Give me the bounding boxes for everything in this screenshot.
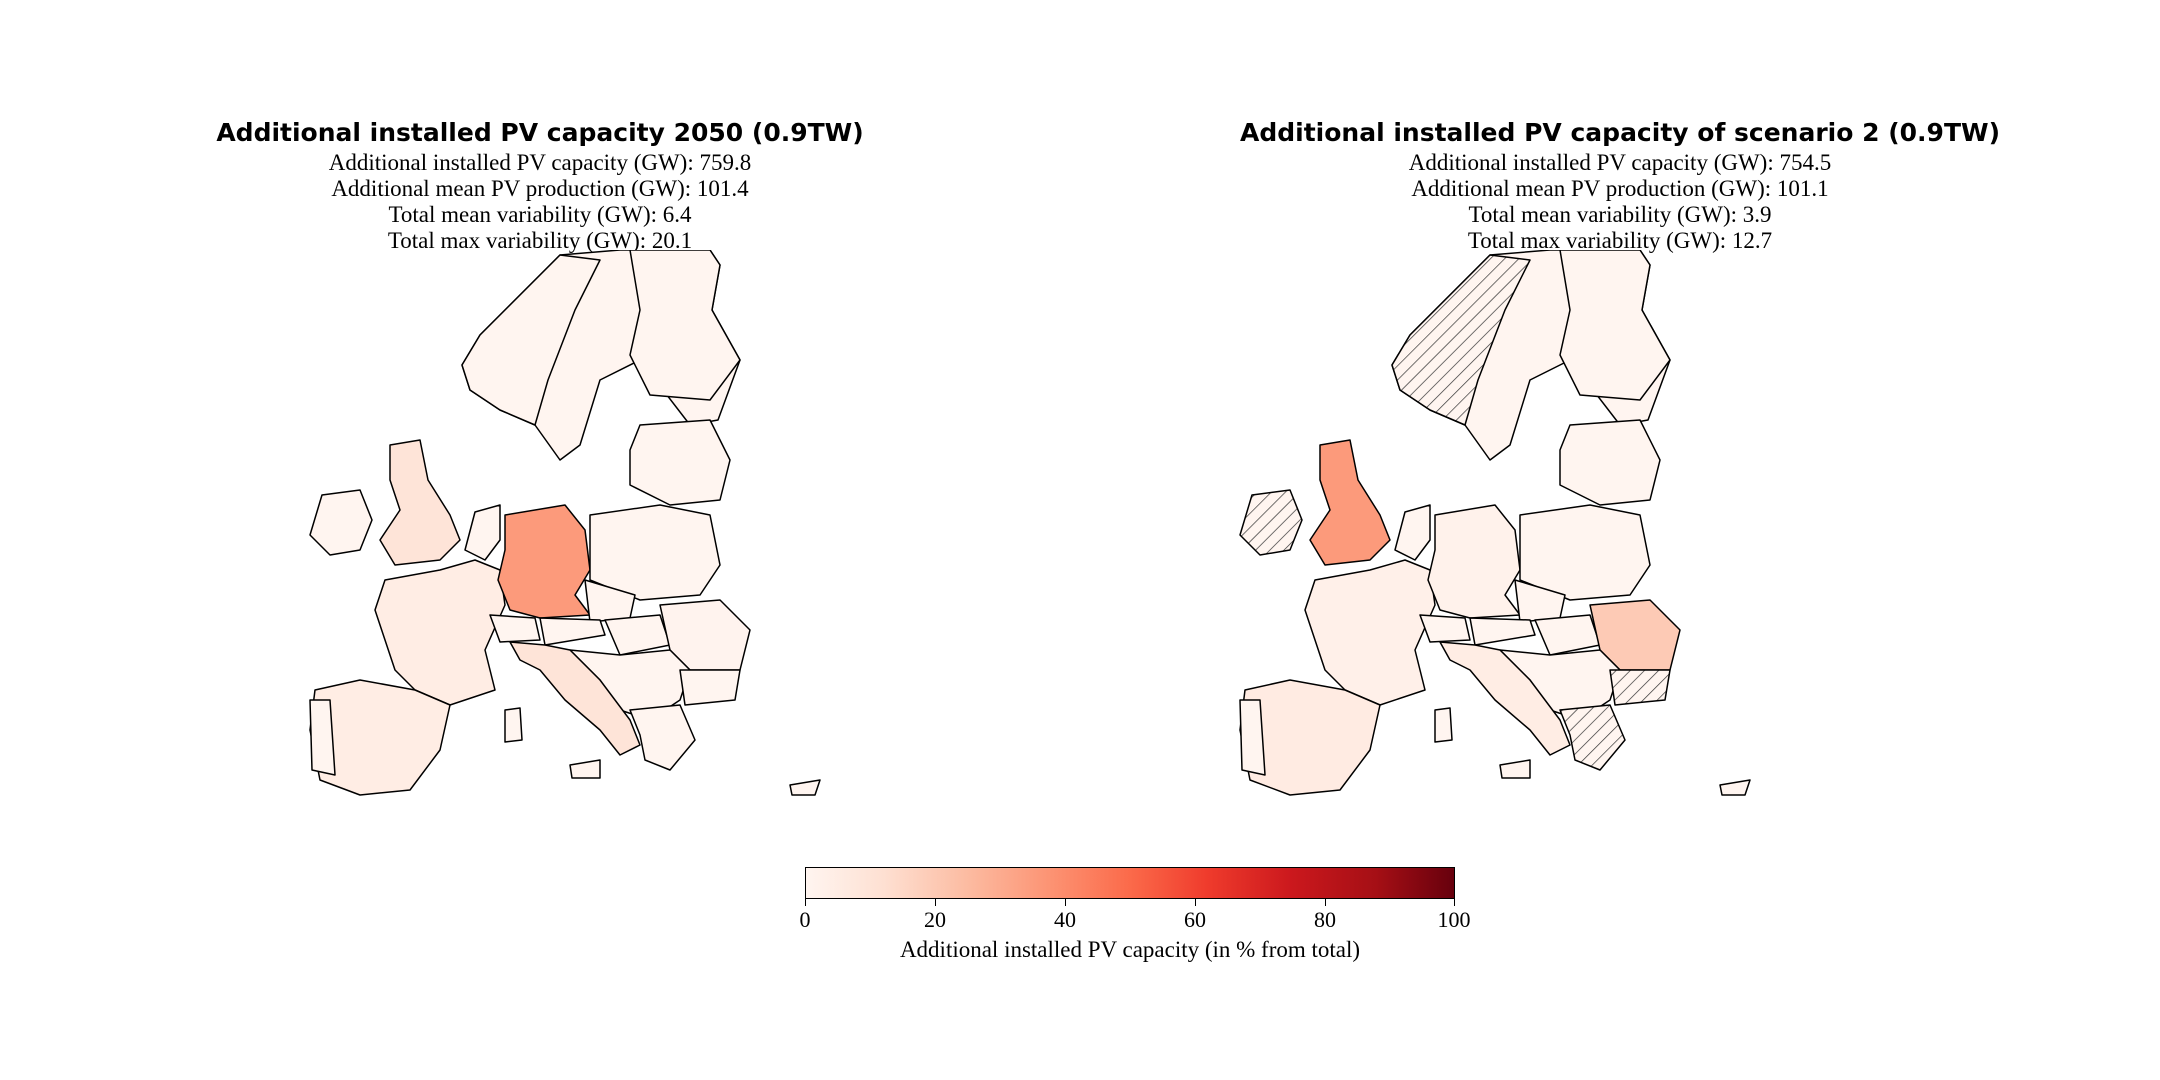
colorbar-legend: 0 20 40 60 80 100 Additional installed P… xyxy=(800,867,1471,962)
colorbar-tick-label: 40 xyxy=(1054,907,1076,932)
region-switzerland xyxy=(489,614,541,643)
region-ireland xyxy=(1239,489,1303,556)
colorbar-gradient xyxy=(805,867,1455,899)
region-france xyxy=(1304,559,1436,706)
stat-max-variability-left: Total max variability (GW): 20.1 xyxy=(387,228,693,253)
stat-capacity-left: Additional installed PV capacity (GW): 7… xyxy=(328,150,752,175)
region-ireland xyxy=(309,489,373,556)
colorbar-label: Additional installed PV capacity (in % f… xyxy=(899,937,1361,962)
region-finland xyxy=(629,250,741,401)
region-france xyxy=(374,559,506,706)
stat-production-right: Additional mean PV production (GW): 101.… xyxy=(1411,176,1829,201)
region-poland xyxy=(1519,504,1651,601)
stat-mean-variability-left: Total mean variability (GW): 6.4 xyxy=(388,202,692,227)
region-benelux xyxy=(1394,504,1431,561)
region-uk xyxy=(1309,439,1391,566)
region-germany xyxy=(497,504,591,619)
colorbar-tick-label: 20 xyxy=(924,907,946,932)
stat-production-left: Additional mean PV production (GW): 101.… xyxy=(331,176,749,201)
colorbar-tick xyxy=(935,899,936,906)
region-italy xyxy=(1439,641,1571,756)
colorbar-tick xyxy=(1454,899,1455,906)
region-austria xyxy=(539,617,606,646)
region-cyprus xyxy=(789,779,821,796)
region-greece xyxy=(1559,704,1626,771)
colorbar-tick xyxy=(1325,899,1326,906)
europe-map-left xyxy=(309,250,821,796)
region-austria xyxy=(1469,617,1536,646)
colorbar-tick xyxy=(1065,899,1066,906)
region-finland xyxy=(1559,250,1671,401)
region-bulgaria xyxy=(679,669,741,706)
colorbar-tick-label: 80 xyxy=(1314,907,1336,932)
colorbar-tick xyxy=(1195,899,1196,906)
colorbar-tick-label: 0 xyxy=(799,907,811,932)
region-baltics xyxy=(629,419,731,506)
region-portugal xyxy=(309,699,336,776)
region-benelux xyxy=(464,504,501,561)
colorbar-tick-label: 100 xyxy=(1437,907,1471,932)
region-greece xyxy=(629,704,696,771)
europe-map-right xyxy=(1239,250,1751,796)
region-baltics xyxy=(1559,419,1661,506)
region-switzerland xyxy=(1419,614,1471,643)
region-norway xyxy=(1391,254,1531,426)
map-title-left: Additional installed PV capacity 2050 (0… xyxy=(216,118,864,147)
region-bulgaria xyxy=(1609,669,1671,706)
stat-capacity-right: Additional installed PV capacity (GW): 7… xyxy=(1408,150,1832,175)
stat-mean-variability-right: Total mean variability (GW): 3.9 xyxy=(1468,202,1772,227)
region-sardinia xyxy=(1434,707,1453,743)
colorbar-tick xyxy=(805,899,806,906)
region-poland xyxy=(589,504,721,601)
region-norway xyxy=(461,254,601,426)
colorbar-tick-label: 60 xyxy=(1184,907,1206,932)
map-panel-left: Additional installed PV capacity 2050 (0… xyxy=(216,118,864,253)
region-cyprus xyxy=(1719,779,1751,796)
region-sicily xyxy=(1499,759,1531,779)
map-title-right: Additional installed PV capacity of scen… xyxy=(1240,118,2000,147)
map-panel-right: Additional installed PV capacity of scen… xyxy=(1080,0,2160,1080)
region-sicily xyxy=(569,759,601,779)
region-hungary xyxy=(604,614,671,656)
region-hungary xyxy=(1534,614,1601,656)
region-uk xyxy=(379,439,461,566)
region-portugal xyxy=(1239,699,1266,776)
stat-max-variability-right: Total max variability (GW): 12.7 xyxy=(1467,228,1773,253)
region-sardinia xyxy=(504,707,523,743)
region-germany xyxy=(1427,504,1521,619)
region-italy xyxy=(509,641,641,756)
